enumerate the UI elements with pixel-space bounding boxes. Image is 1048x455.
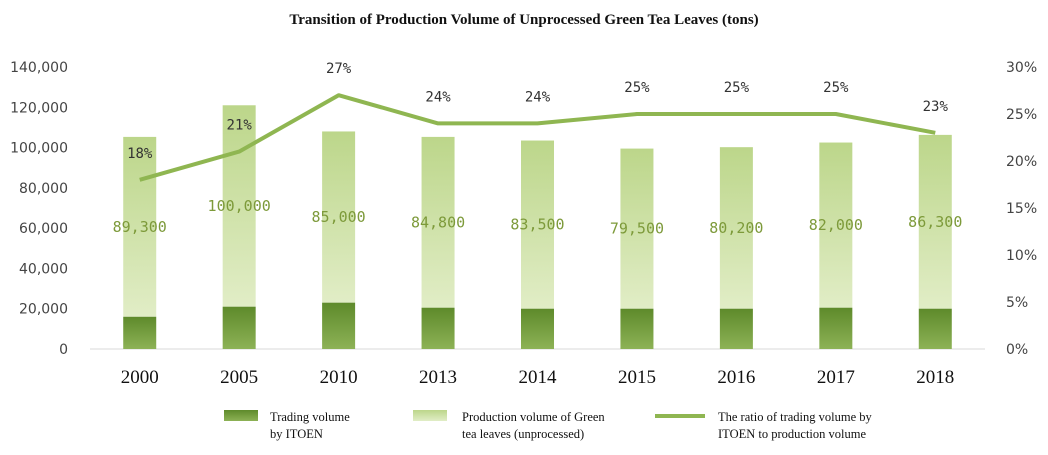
x-tick-label: 2014 — [519, 367, 558, 388]
ratio-value-label: 18% — [127, 146, 153, 162]
left-tick-label: 140,000 — [10, 60, 68, 76]
ratio-value-label: 24% — [525, 89, 551, 105]
right-tick-label: 30% — [1006, 60, 1037, 76]
production-value-label: 79,500 — [610, 220, 664, 238]
left-tick-label: 80,000 — [19, 181, 68, 197]
x-tick-label: 2005 — [220, 367, 258, 388]
x-axis: 2000 2005 2010 2013 2014 2015 2016 2017 2018 — [121, 367, 955, 388]
production-value-label: 82,000 — [809, 216, 863, 234]
production-value-label: 89,300 — [113, 218, 167, 236]
legend-label: Trading volume — [270, 410, 350, 424]
trading-bar — [222, 306, 256, 349]
left-tick-label: 20,000 — [19, 302, 68, 318]
x-tick-label: 2017 — [817, 367, 855, 388]
x-tick-label: 2015 — [618, 367, 656, 388]
ratio-value-label: 25% — [624, 80, 650, 96]
left-tick-label: 100,000 — [10, 141, 68, 157]
x-tick-label: 2013 — [419, 367, 457, 388]
x-tick-label: 2010 — [320, 367, 358, 388]
production-bar — [918, 134, 952, 309]
trading-bar — [421, 307, 455, 349]
legend-label: by ITOEN — [270, 427, 323, 441]
ratio-line — [139, 93, 936, 182]
left-tick-label: 0 — [59, 342, 68, 358]
x-tick-label: 2016 — [717, 367, 755, 388]
ratio-value-label: 23% — [923, 99, 949, 115]
right-tick-label: 25% — [1006, 107, 1037, 123]
production-bar — [421, 136, 455, 308]
ratio-value-label: 27% — [326, 61, 352, 77]
production-bar — [222, 105, 256, 307]
production-value-label: 85,000 — [312, 208, 366, 226]
ratio-value-label: 24% — [425, 89, 451, 105]
right-tick-label: 10% — [1006, 248, 1037, 264]
production-bar — [322, 131, 356, 303]
production-value-label: 84,800 — [411, 213, 465, 231]
production-value-label: 86,300 — [908, 213, 962, 231]
left-y-axis: 0 20,000 40,000 60,000 80,000 100,000 120,000 1… — [10, 60, 68, 358]
trading-bar — [322, 302, 356, 349]
production-bar — [123, 136, 157, 317]
legend-label: The ratio of trading volume by — [718, 410, 873, 424]
legend: Trading volume by ITOEN Production volume … — [224, 410, 873, 441]
x-tick-label: 2000 — [121, 367, 159, 388]
trading-bar — [918, 308, 952, 349]
legend-label: Production volume of Green — [462, 410, 605, 424]
legend-label: ITOEN to production volume — [718, 427, 866, 441]
ratio-line-series: 18% 21% 27% 24% 24% 25% 25% 25% 23% — [127, 61, 949, 182]
production-bar — [620, 148, 654, 309]
ratio-value-label: 21% — [227, 118, 253, 134]
trading-bar — [620, 308, 654, 349]
production-value-label: 100,000 — [208, 197, 271, 215]
left-tick-label: 40,000 — [19, 261, 68, 277]
left-tick-label: 60,000 — [19, 221, 68, 237]
bars: 89,300 100,000 85,000 84,800 83,500 79,500 80,… — [113, 105, 962, 349]
ratio-value-label: 25% — [724, 80, 750, 96]
right-tick-label: 20% — [1006, 154, 1037, 170]
trading-bar — [819, 307, 853, 349]
production-bar — [819, 142, 853, 308]
ratio-value-label: 25% — [823, 80, 849, 96]
x-tick-label: 2018 — [916, 367, 954, 388]
right-tick-label: 5% — [1006, 295, 1028, 311]
right-tick-label: 15% — [1006, 201, 1037, 217]
legend-label: tea leaves (unprocessed) — [462, 427, 584, 441]
production-value-label: 83,500 — [510, 216, 564, 234]
trading-bar — [521, 308, 554, 349]
trading-bar — [719, 308, 753, 349]
left-tick-label: 120,000 — [10, 100, 68, 116]
trading-bar — [123, 316, 157, 349]
production-bar — [719, 147, 753, 309]
right-tick-label: 0% — [1006, 342, 1028, 358]
chart-title: Transition of Production Volume of Unpro… — [289, 12, 758, 28]
production-bar — [521, 140, 554, 309]
legend-swatch-trading — [224, 410, 258, 421]
right-y-axis: 0% 5% 10% 15% 20% 25% 30% — [1006, 60, 1037, 358]
legend-swatch-production — [413, 410, 447, 421]
production-value-label: 80,200 — [709, 219, 763, 237]
